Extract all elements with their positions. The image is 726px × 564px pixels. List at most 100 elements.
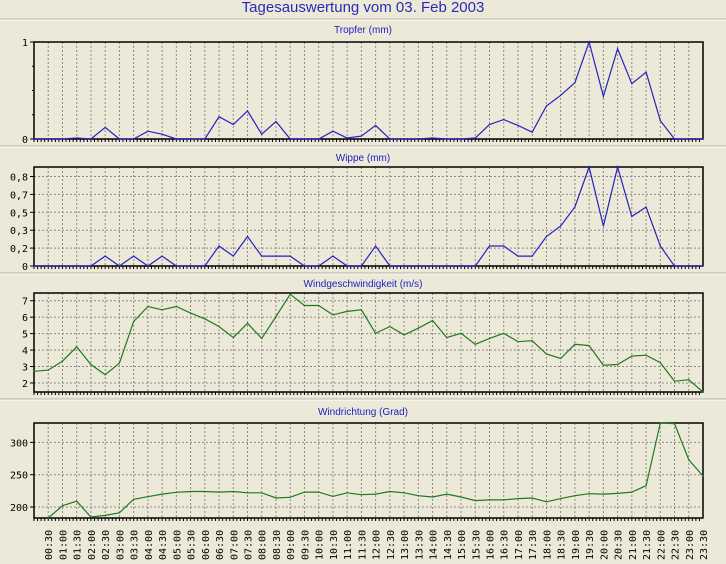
data-point <box>417 265 419 267</box>
data-point <box>118 362 121 364</box>
data-point <box>389 490 391 493</box>
data-point <box>688 379 690 381</box>
x-tick-label: 09:30 <box>300 530 311 560</box>
data-point <box>616 48 619 50</box>
x-tick-label: 22:00 <box>656 530 667 560</box>
x-tick-label: 10:00 <box>315 530 326 560</box>
data-point <box>303 491 306 493</box>
data-point <box>702 391 704 393</box>
x-tick-label: 16:30 <box>500 530 511 560</box>
x-tick-label: 03:30 <box>130 530 141 560</box>
data-point <box>289 496 291 498</box>
data-point <box>204 490 206 493</box>
data-point <box>346 137 348 139</box>
data-point <box>90 363 92 366</box>
chart-title: Windrichtung (Grad) <box>318 407 408 418</box>
x-tick-label: 08:30 <box>272 530 283 560</box>
data-point <box>261 492 263 494</box>
y-tick-label: 200 <box>10 503 28 514</box>
x-tick-label: 18:30 <box>557 530 568 560</box>
chart-title: Wippe (mm) <box>336 153 390 164</box>
data-point <box>574 495 576 497</box>
x-tick-label: 19:30 <box>585 530 596 560</box>
data-point <box>488 245 491 247</box>
data-point <box>517 255 519 257</box>
series-line <box>34 164 703 267</box>
x-tick-label: 11:30 <box>357 530 368 560</box>
data-point <box>104 255 106 257</box>
x-tick-label: 02:30 <box>101 530 112 560</box>
data-point <box>517 124 519 127</box>
chart-panel-1: Tropfer (mm) 0 1 <box>0 18 726 146</box>
x-tick-label: 21:30 <box>642 530 653 560</box>
data-point <box>531 497 533 499</box>
data-point <box>232 336 234 339</box>
data-point <box>161 493 163 495</box>
y-tick-label: 0 <box>22 262 28 273</box>
data-point <box>289 293 291 295</box>
data-point <box>147 496 149 498</box>
data-point <box>161 255 163 257</box>
data-point <box>133 138 135 140</box>
x-tick-label: 20:30 <box>614 530 625 560</box>
data-point <box>645 354 647 356</box>
data-point <box>90 138 92 140</box>
data-point <box>133 255 135 257</box>
data-point <box>460 265 462 267</box>
data-point <box>645 485 647 487</box>
chart-panel-3: Windgeschwindigkeit (m/s) 2 3 4 5 6 7 <box>0 272 726 395</box>
data-point <box>460 496 462 498</box>
data-point <box>659 422 661 424</box>
x-tick-label: 09:00 <box>286 530 297 560</box>
y-tick-label: 5 <box>22 330 28 341</box>
data-point <box>588 345 590 347</box>
x-tick-label: 05:00 <box>172 530 183 560</box>
data-point <box>118 512 121 514</box>
y-tick-label: 1 <box>22 38 28 49</box>
data-point <box>403 138 405 140</box>
x-tick-label: 10:30 <box>329 530 340 560</box>
plot-frame <box>33 166 704 267</box>
data-point <box>659 245 661 247</box>
data-point <box>303 265 306 267</box>
x-tick-label: 14:30 <box>443 530 454 560</box>
data-point <box>659 119 661 122</box>
data-point <box>360 265 362 267</box>
data-point <box>446 138 448 140</box>
x-tick-label: 15:00 <box>457 530 468 560</box>
data-point <box>133 321 135 323</box>
y-tick-label: 0 <box>22 135 28 146</box>
data-point <box>545 501 548 503</box>
data-point <box>574 82 576 84</box>
data-point <box>702 265 704 267</box>
x-tick-label: 04:00 <box>144 530 155 560</box>
data-point <box>47 369 49 371</box>
x-tick-label: 04:30 <box>158 530 169 560</box>
series-line <box>33 293 704 393</box>
plot-frame <box>33 422 704 519</box>
data-point <box>403 334 405 336</box>
data-point <box>33 265 35 267</box>
data-point <box>560 225 562 227</box>
series-line <box>34 39 703 140</box>
data-point <box>460 332 462 334</box>
data-point <box>673 423 676 425</box>
x-tick-label: 01:30 <box>73 530 84 560</box>
x-tick-label: 13:30 <box>414 530 425 560</box>
data-point <box>303 138 306 140</box>
data-point <box>517 498 519 500</box>
data-point <box>76 137 78 139</box>
chart-title: Windgeschwindigkeit (m/s) <box>304 279 423 290</box>
data-point <box>431 319 434 322</box>
x-tick-label: 17:30 <box>528 530 539 560</box>
data-point <box>631 491 633 493</box>
data-point <box>332 495 334 497</box>
data-point <box>360 135 362 137</box>
data-point <box>417 495 419 497</box>
data-point <box>631 83 633 85</box>
data-point <box>545 105 548 107</box>
x-tick-label: 06:30 <box>215 530 226 560</box>
data-point <box>261 133 263 135</box>
data-point <box>531 255 533 257</box>
data-point <box>218 325 220 328</box>
